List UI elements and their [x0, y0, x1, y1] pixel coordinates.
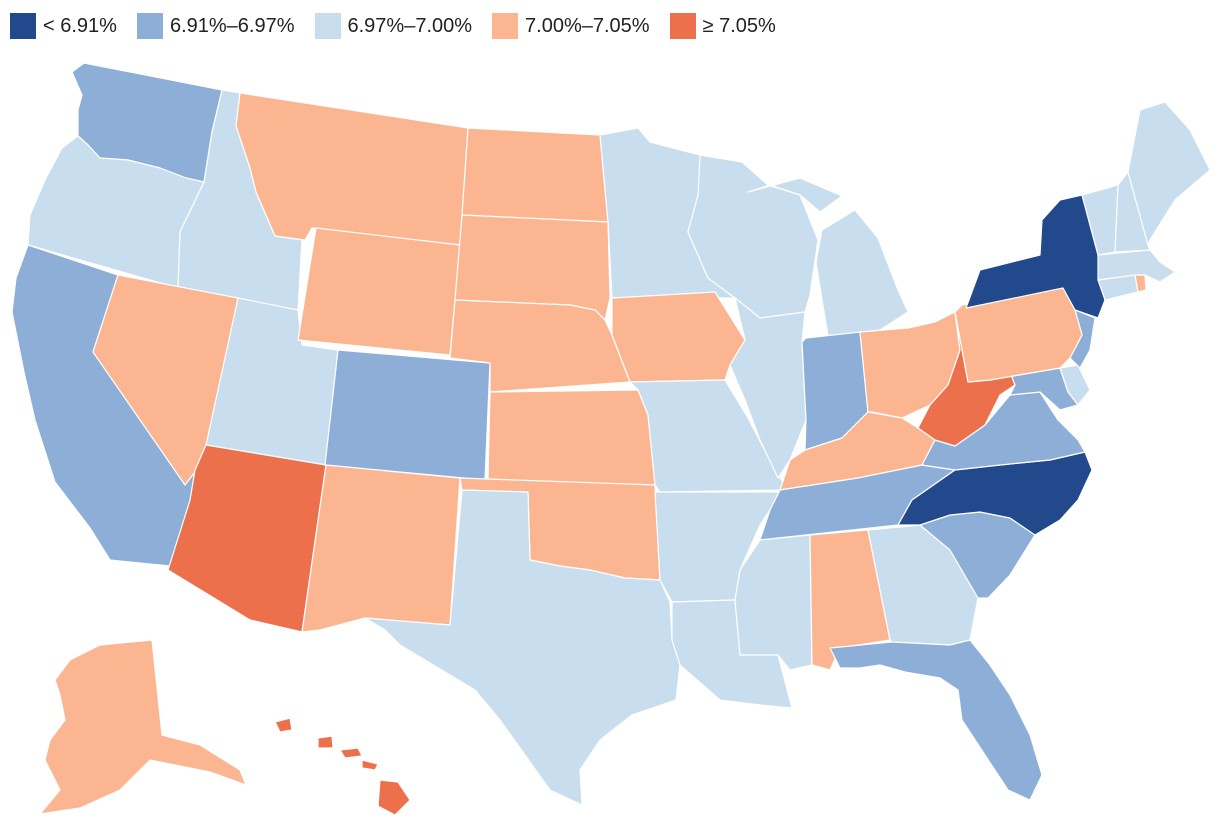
- state-florida[interactable]: [829, 639, 1043, 801]
- legend-label: 7.00%–7.05%: [525, 14, 650, 37]
- state-kansas[interactable]: [487, 389, 656, 486]
- legend-swatch: [492, 13, 519, 39]
- legend-item-below-6-91: < 6.91%: [10, 13, 117, 39]
- state-alaska[interactable]: [39, 639, 247, 815]
- legend-swatch: [669, 13, 696, 39]
- legend-swatch: [10, 13, 36, 39]
- legend-label: 6.91%–6.97%: [169, 14, 295, 37]
- state-texas[interactable]: [364, 489, 681, 806]
- state-illinois[interactable]: [729, 297, 807, 479]
- legend-label: ≥ 7.05%: [702, 14, 776, 37]
- legend-item-6-97-to-7-00: 6.97%–7.00%: [314, 13, 473, 39]
- map-legend: < 6.91% 6.91%–6.97% 6.97%–7.00% 7.00%–7.…: [10, 13, 796, 39]
- state-michigan[interactable]: [747, 177, 909, 337]
- legend-label: < 6.91%: [43, 14, 117, 37]
- legend-label: 6.97%–7.00%: [347, 14, 473, 37]
- state-hawaii[interactable]: [274, 717, 411, 816]
- legend-item-6-91-to-6-97: 6.91%–6.97%: [136, 13, 295, 39]
- state-massachusetts[interactable]: [1097, 249, 1176, 283]
- state-wyoming[interactable]: [297, 227, 461, 356]
- state-montana[interactable]: [235, 92, 469, 246]
- legend-swatch: [136, 13, 163, 39]
- state-colorado[interactable]: [324, 349, 491, 481]
- state-iowa[interactable]: [611, 291, 746, 383]
- state-maine[interactable]: [1127, 101, 1211, 246]
- legend-item-above-7-05: ≥ 7.05%: [669, 13, 776, 39]
- legend-swatch: [314, 13, 341, 39]
- state-delaware[interactable]: [1059, 364, 1091, 406]
- state-new-mexico[interactable]: [301, 464, 461, 633]
- state-north-dakota[interactable]: [461, 127, 609, 223]
- state-new-hampshire[interactable]: [1114, 171, 1151, 253]
- legend-item-7-00-to-7-05: 7.00%–7.05%: [492, 13, 650, 39]
- state-missouri[interactable]: [629, 379, 789, 493]
